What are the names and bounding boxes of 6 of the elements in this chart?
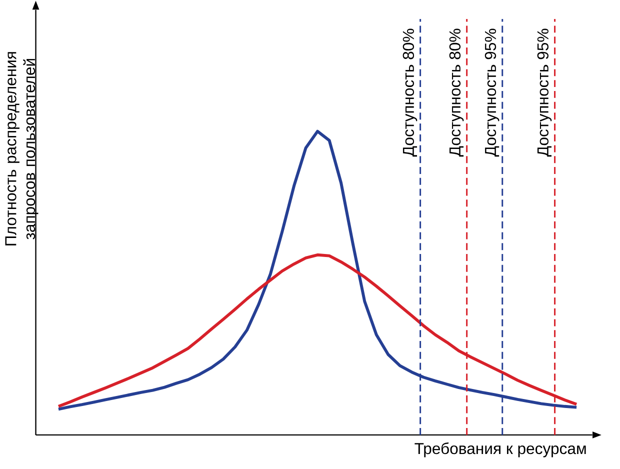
text: Доступность 80% bbox=[402, 29, 418, 157]
text: Доступность 80% bbox=[449, 29, 464, 157]
text: Доступность 95% bbox=[537, 29, 552, 157]
y-axis-title: Плотность распределения запросов пользователей bbox=[5, 52, 38, 246]
text: Доступность 95% bbox=[484, 29, 500, 157]
x-axis-title: Требования к ресурсам bbox=[414, 442, 586, 458]
